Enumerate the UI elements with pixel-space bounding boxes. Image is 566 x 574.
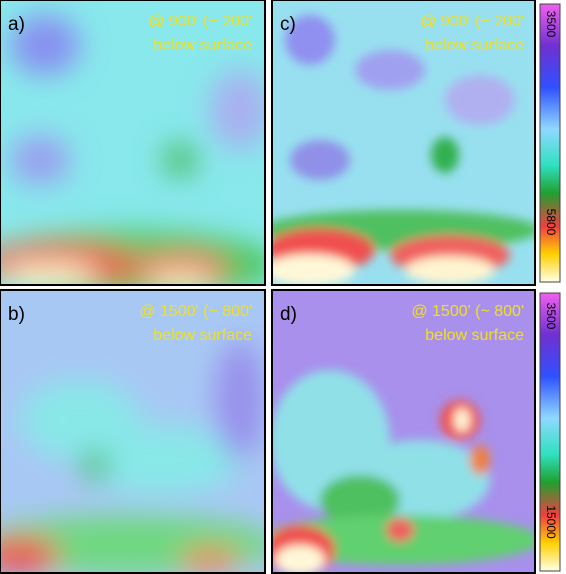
colorbar-label: 3500 bbox=[544, 303, 558, 330]
depth-caption: @ 900' (~ 200' bbox=[148, 13, 252, 30]
depth-caption: @ 1500' (~ 800' bbox=[139, 303, 252, 320]
depth-caption: below surface bbox=[425, 37, 524, 54]
depth-caption: below surface bbox=[153, 327, 252, 344]
panel-frame bbox=[0, 0, 266, 286]
depth-caption: @ 1500' (~ 800' bbox=[411, 303, 524, 320]
colorbar-label: 3500 bbox=[544, 11, 558, 38]
panel-frame bbox=[271, 289, 536, 574]
colorbar-label: 5800 bbox=[544, 209, 558, 236]
depth-caption: below surface bbox=[425, 327, 524, 344]
heatmap-a bbox=[0, 0, 265, 285]
panel-label: b) bbox=[8, 304, 25, 325]
panel-label: a) bbox=[8, 14, 25, 35]
heatmap-b bbox=[0, 290, 265, 574]
panel-label: d) bbox=[280, 304, 297, 325]
panel-frame bbox=[271, 0, 536, 286]
panel-frame bbox=[0, 289, 266, 574]
colorbar bbox=[539, 3, 561, 283]
colorbar bbox=[539, 292, 561, 572]
panel-label: c) bbox=[280, 14, 296, 35]
heatmap-c bbox=[272, 0, 535, 285]
depth-caption: @ 900' (~ 200' bbox=[420, 13, 524, 30]
heatmap-d bbox=[272, 290, 535, 574]
depth-caption: below surface bbox=[153, 37, 252, 54]
colorbar-label: 15000 bbox=[544, 505, 558, 539]
